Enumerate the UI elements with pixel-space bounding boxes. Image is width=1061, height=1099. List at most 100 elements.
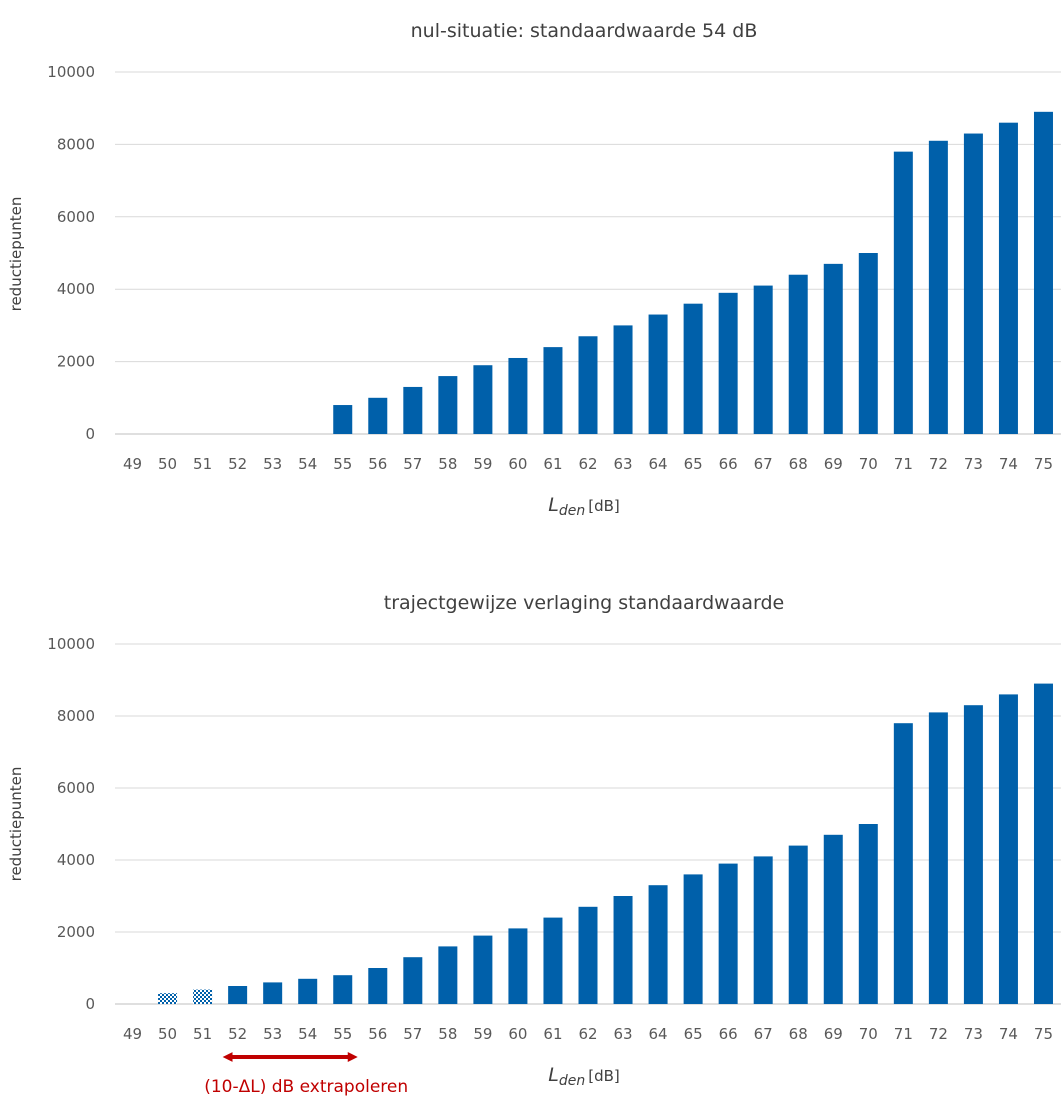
bar	[333, 405, 353, 434]
x-tick-label: 55	[333, 455, 352, 473]
bar	[613, 325, 633, 434]
y-tick-label: 0	[85, 425, 95, 443]
x-tick-label: 62	[578, 455, 597, 473]
bar	[473, 935, 493, 1004]
chart-top-y-ticks: 0 2000 4000 6000 8000 10000	[47, 63, 95, 443]
bar	[543, 347, 563, 434]
x-tick-label: 52	[228, 1025, 247, 1043]
x-tick-label: 71	[894, 1025, 913, 1043]
x-tick-label: 57	[403, 455, 422, 473]
bar	[788, 845, 808, 1004]
x-tick-label: 70	[859, 455, 878, 473]
bar	[683, 303, 703, 434]
chart-bottom-x-label-unit: [dB]	[588, 1067, 620, 1085]
extrapolation-annotation: (10-ΔL) dB extrapoleren	[204, 1077, 408, 1097]
bar	[368, 968, 388, 1004]
y-tick-label: 4000	[57, 851, 95, 869]
x-tick-label: 49	[123, 455, 142, 473]
x-tick-label: 70	[859, 1025, 878, 1043]
bar	[403, 957, 423, 1004]
x-tick-label: 56	[368, 1025, 387, 1043]
bar	[858, 824, 878, 1004]
bar-hatched	[193, 989, 213, 1004]
x-tick-label: 55	[333, 1025, 352, 1043]
bar	[543, 917, 563, 1004]
x-tick-label: 75	[1034, 455, 1053, 473]
bar	[928, 140, 948, 434]
chart-bottom-y-axis-label: reductiepunten	[7, 767, 25, 882]
x-tick-label: 50	[158, 455, 177, 473]
chart-bottom-bars	[158, 683, 1053, 1004]
chart-bottom-title: trajectgewijze verlaging standaardwaarde	[384, 592, 784, 614]
x-tick-label: 57	[403, 1025, 422, 1043]
chart-bottom-x-label-main: L	[548, 1064, 559, 1086]
x-tick-label: 58	[438, 1025, 457, 1043]
bar	[823, 834, 843, 1004]
bar	[753, 856, 773, 1004]
x-tick-label: 65	[684, 1025, 703, 1043]
x-tick-label: 68	[789, 455, 808, 473]
y-tick-label: 4000	[57, 280, 95, 298]
y-tick-label: 2000	[57, 923, 95, 941]
y-tick-label: 6000	[57, 779, 95, 797]
x-tick-label: 54	[298, 455, 317, 473]
x-tick-label: 60	[508, 455, 527, 473]
bar	[438, 376, 458, 434]
bar	[718, 292, 738, 434]
x-tick-label: 75	[1034, 1025, 1053, 1043]
bar	[998, 694, 1018, 1004]
y-tick-label: 8000	[57, 707, 95, 725]
x-tick-label: 69	[824, 1025, 843, 1043]
x-tick-label: 53	[263, 455, 282, 473]
x-tick-label: 51	[193, 1025, 212, 1043]
x-tick-label: 66	[719, 455, 738, 473]
bar	[578, 906, 598, 1004]
bar	[403, 386, 423, 434]
bar	[788, 274, 808, 434]
bar	[333, 975, 353, 1004]
x-tick-label: 67	[754, 455, 773, 473]
x-tick-label: 67	[754, 1025, 773, 1043]
y-tick-label: 8000	[57, 135, 95, 153]
bar	[893, 151, 913, 434]
bar	[228, 986, 248, 1004]
y-tick-label: 2000	[57, 353, 95, 371]
bar	[1033, 111, 1053, 434]
bar	[508, 357, 528, 434]
x-tick-label: 64	[649, 1025, 668, 1043]
x-tick-label: 66	[719, 1025, 738, 1043]
x-tick-label: 56	[368, 455, 387, 473]
x-tick-label: 71	[894, 455, 913, 473]
bar	[298, 978, 318, 1004]
bar	[963, 705, 983, 1004]
bar	[998, 122, 1018, 435]
x-tick-label: 61	[543, 1025, 562, 1043]
x-tick-label: 51	[193, 455, 212, 473]
chart-bottom: trajectgewijze verlaging standaardwaarde…	[7, 592, 1061, 1097]
x-tick-label: 68	[789, 1025, 808, 1043]
y-tick-label: 10000	[47, 635, 95, 653]
bar	[823, 263, 843, 434]
x-tick-label: 69	[824, 455, 843, 473]
bar	[753, 285, 773, 434]
x-tick-label: 74	[999, 1025, 1018, 1043]
bar	[963, 133, 983, 435]
y-tick-label: 0	[85, 995, 95, 1013]
x-tick-label: 72	[929, 1025, 948, 1043]
x-tick-label: 65	[684, 455, 703, 473]
x-tick-label: 73	[964, 1025, 983, 1043]
x-tick-label: 54	[298, 1025, 317, 1043]
chart-top-y-axis-label: reductiepunten	[7, 197, 25, 312]
y-tick-label: 6000	[57, 208, 95, 226]
bar	[718, 863, 738, 1004]
bar	[928, 712, 948, 1004]
chart-top-x-label-sub: den	[559, 503, 585, 519]
x-tick-label: 49	[123, 1025, 142, 1043]
chart-top-x-ticks: 49 50 51 52 53 54 55 56 57 58 59 60 61 62 63 64 65 66 67 68…	[123, 455, 1053, 473]
x-tick-label: 63	[613, 455, 632, 473]
chart-top-bars	[333, 111, 1053, 435]
bar	[473, 365, 493, 434]
x-tick-label: 60	[508, 1025, 527, 1043]
